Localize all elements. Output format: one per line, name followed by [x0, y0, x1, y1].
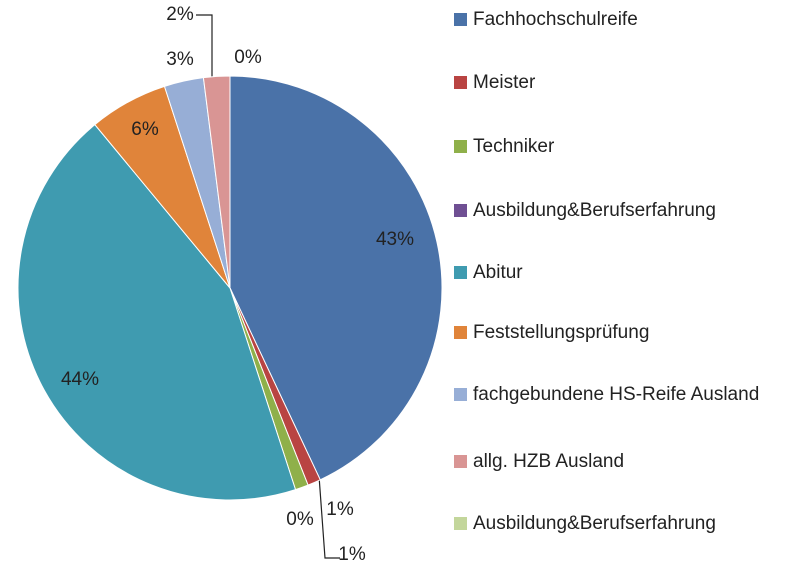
- legend-item: fachgebundene HS-Reife Ausland: [454, 383, 784, 407]
- legend-label: Fachhochschulreife: [473, 9, 638, 30]
- legend-item: Feststellungsprüfung: [454, 321, 784, 345]
- legend-label: allg. HZB Ausland: [473, 451, 625, 472]
- legend-swatch: [454, 76, 467, 89]
- data-label: 1%: [338, 544, 366, 564]
- data-label: 43%: [376, 229, 414, 250]
- data-label: 3%: [166, 49, 194, 70]
- leader-line: [196, 14, 213, 78]
- legend-item: allg. HZB Ausland: [454, 450, 784, 474]
- legend-swatch: [454, 204, 467, 217]
- legend-swatch: [454, 517, 467, 530]
- legend-item: Ausbildung&Berufserfahrung: [454, 199, 784, 223]
- legend-label: Ausbildung&Berufserfahrung: [473, 200, 716, 221]
- pie-slice: [17, 123, 297, 501]
- legend-item: Ausbildung&Berufserfahrung: [454, 512, 784, 536]
- legend-swatch: [454, 455, 467, 468]
- data-label: 1%: [326, 499, 354, 520]
- legend-swatch: [454, 140, 467, 153]
- legend-swatch: [454, 266, 467, 279]
- legend-label: Abitur: [473, 262, 523, 283]
- data-label: 44%: [61, 369, 99, 390]
- data-label: 6%: [131, 119, 159, 140]
- data-label: 0%: [286, 509, 314, 530]
- legend-item: Fachhochschulreife: [454, 8, 784, 32]
- legend-swatch: [454, 13, 467, 26]
- data-label: 0%: [234, 47, 262, 68]
- leader-line: [317, 461, 340, 559]
- legend-swatch: [454, 388, 467, 401]
- legend-item: Abitur: [454, 261, 784, 285]
- legend-label: Techniker: [473, 136, 555, 157]
- pie-slice: [229, 75, 443, 481]
- legend-item: Techniker: [454, 135, 784, 159]
- legend-label: fachgebundene HS-Reife Ausland: [473, 384, 760, 405]
- pie-slice: [202, 75, 231, 289]
- legend-swatch: [454, 326, 467, 339]
- legend-label: Feststellungsprüfung: [473, 322, 650, 343]
- legend-label: Ausbildung&Berufserfahrung: [473, 513, 716, 534]
- legend-item: Meister: [454, 71, 784, 95]
- data-label: 2%: [166, 4, 194, 25]
- legend-label: Meister: [473, 72, 536, 93]
